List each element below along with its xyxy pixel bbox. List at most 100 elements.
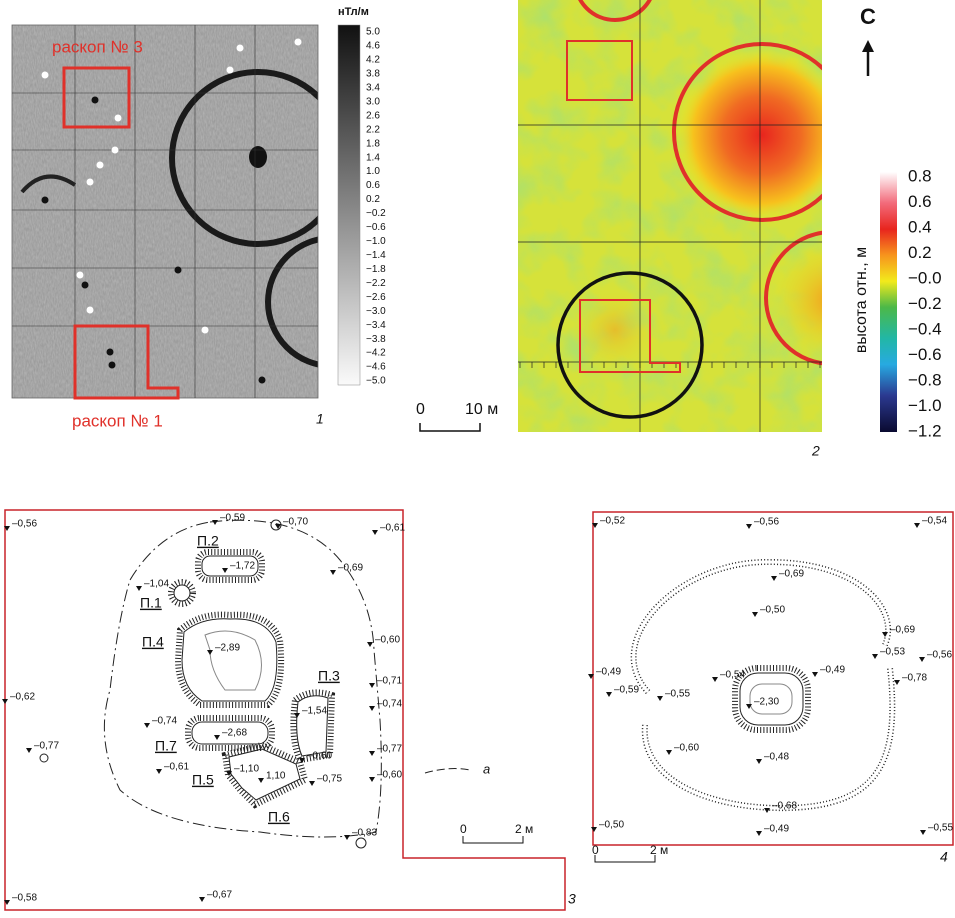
elevation-label: –0,83 — [352, 828, 377, 839]
pit-outline — [173, 584, 191, 602]
section-line — [424, 768, 471, 774]
elevation-label: –0,74 — [377, 699, 402, 710]
anomaly — [114, 114, 122, 122]
plan-frame — [592, 511, 954, 846]
anomaly-arc — [20, 174, 77, 194]
colorbar — [880, 172, 897, 432]
anomaly — [81, 281, 89, 289]
survey-point — [212, 520, 218, 525]
survey-point — [764, 808, 770, 813]
elevation-label: –0,74 — [152, 716, 177, 727]
north-label: С — [860, 4, 876, 29]
pit-outline — [228, 748, 301, 801]
anomaly — [96, 161, 104, 169]
survey-point — [299, 758, 305, 763]
anomaly — [106, 348, 114, 356]
colorbar-label: 0.2 — [366, 194, 380, 205]
colorbar-title: нТл/м — [338, 6, 369, 18]
labels: нТл/м 5.0 4.6 4.2 3.8 3.4 3.0 2.6 2.2 1.8 1.4 1.0 0.… — [2, 4, 953, 907]
pit-outline — [296, 695, 329, 757]
elevation-label: –0,69 — [338, 563, 363, 574]
elevation-label: –0,49 — [764, 824, 789, 835]
colorbar-label: −4.2 — [366, 348, 386, 359]
elevation-label: –2,68 — [222, 728, 247, 739]
scale-label: 10 м — [465, 401, 498, 418]
panel-number: 1 — [316, 411, 324, 427]
colorbar-label: −3.0 — [366, 306, 386, 317]
colorbar-label: 0.8 — [908, 166, 932, 185]
pit-outline — [739, 672, 804, 726]
anomaly — [294, 38, 302, 46]
elevation-label: –0,68 — [772, 801, 797, 812]
survey-point — [920, 830, 926, 835]
elevation-label: –0,71 — [377, 676, 402, 687]
elevation-label: –0,58 — [12, 893, 37, 904]
panel-number: 3 — [568, 891, 576, 907]
survey-point — [330, 570, 336, 575]
scale-label: 0 — [460, 822, 467, 836]
colorbar-label: 0.6 — [908, 192, 932, 211]
colorbar-label: 1.4 — [366, 152, 380, 163]
survey-point — [144, 723, 150, 728]
panel-number: 2 — [811, 443, 820, 459]
pit-label: П.4 — [142, 634, 164, 650]
colorbar-label: −0.6 — [366, 222, 386, 233]
elevation-label: –0,53 — [880, 647, 905, 658]
grid — [12, 25, 318, 398]
colorbar-label: −0.2 — [908, 294, 942, 313]
elevation-label: –0,60 — [375, 635, 400, 646]
colorbar-label: 2.2 — [366, 124, 380, 135]
elevation-label: –1,54 — [302, 706, 327, 717]
colorbar-label: −1.2 — [908, 421, 942, 440]
survey-point — [214, 735, 220, 740]
elevation-label: –0,77 — [377, 744, 402, 755]
survey-point — [294, 713, 300, 718]
survey-point — [894, 680, 900, 685]
scale-label: 2 м — [515, 822, 533, 836]
colorbar-title: высота отн., м — [853, 247, 870, 353]
excavation-outline — [579, 299, 681, 373]
survey-point — [752, 612, 758, 617]
colorbar — [337, 24, 361, 386]
elevation-label: –0,69 — [779, 569, 804, 580]
elevation-label: –0,56 — [754, 517, 779, 528]
mound-outline — [764, 230, 822, 366]
elevation-label: 1,10 — [266, 771, 286, 782]
scale-label: 2 м — [650, 843, 668, 857]
colorbar-label: 4.2 — [366, 55, 380, 66]
elevation-label: –0,56 — [12, 519, 37, 530]
elevation-label: –0,70 — [283, 517, 308, 528]
survey-point — [344, 835, 350, 840]
survey-point — [369, 683, 375, 688]
anomaly-ring — [265, 236, 318, 368]
colorbar-label: 2.6 — [366, 110, 380, 121]
elevation-label: –0,61 — [164, 762, 189, 773]
anomaly — [226, 66, 234, 74]
map-texture — [12, 25, 318, 398]
elevation-label: –0,78 — [902, 673, 927, 684]
survey-point — [309, 781, 315, 786]
north-arrowhead — [862, 40, 874, 52]
pit-outline — [355, 837, 367, 849]
survey-point — [226, 771, 232, 776]
elevation-label: –0,54 — [720, 670, 745, 681]
pit-label: П.6 — [268, 809, 290, 825]
colorbar-label: −0.8 — [908, 370, 942, 389]
elevation-label: –0,60 — [674, 743, 699, 754]
elevation-label: –0,54 — [922, 516, 947, 527]
elevation-label: –1,10 — [234, 764, 259, 775]
survey-point — [222, 568, 228, 573]
survey-point — [275, 524, 281, 529]
pit-outline — [174, 611, 285, 708]
survey-point — [4, 526, 10, 531]
survey-point — [2, 699, 8, 704]
anomaly — [41, 71, 49, 79]
elevation-label: –0,50 — [760, 605, 785, 616]
colorbar-label: −1.8 — [366, 264, 386, 275]
colorbar-label: 0.6 — [366, 180, 380, 191]
elevation-label: –0,62 — [10, 692, 35, 703]
colorbar-label: 4.6 — [366, 41, 380, 52]
anomaly — [249, 146, 267, 168]
